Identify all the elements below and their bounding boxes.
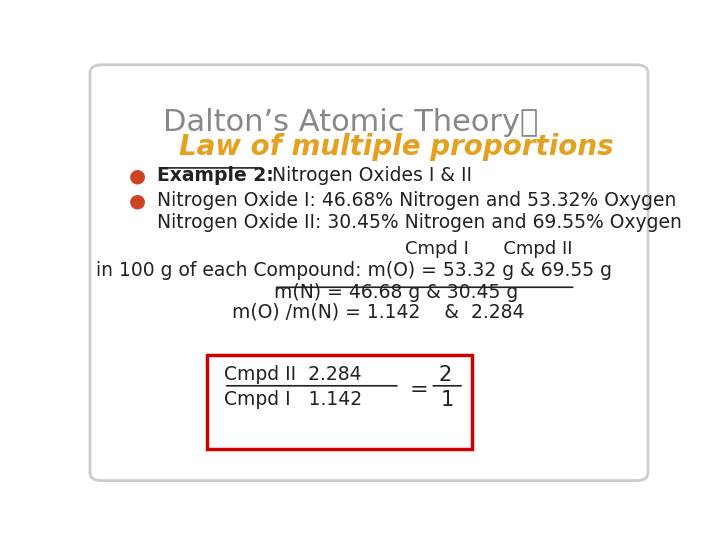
Text: 2: 2 [438,365,452,385]
Text: Example 2:: Example 2: [157,166,274,185]
Text: m(N) = 46.68 g & 30.45 g: m(N) = 46.68 g & 30.45 g [274,283,518,302]
Text: Law of multiple proportions: Law of multiple proportions [179,133,614,161]
Text: =: = [410,380,428,400]
Text: m(O) /m(N) = 1.142    &  2.284: m(O) /m(N) = 1.142 & 2.284 [233,302,525,322]
Text: Nitrogen Oxides I & II: Nitrogen Oxides I & II [260,166,472,185]
Text: Dalton’s Atomic Theory：: Dalton’s Atomic Theory： [163,109,538,138]
Text: ●: ● [129,167,146,186]
Text: Cmpd I   1.142: Cmpd I 1.142 [224,390,362,409]
FancyBboxPatch shape [90,65,648,481]
Text: Cmpd II  2.284: Cmpd II 2.284 [224,365,361,384]
Text: Cmpd I      Cmpd II: Cmpd I Cmpd II [405,240,573,258]
Text: Nitrogen Oxide I: 46.68% Nitrogen and 53.32% Oxygen: Nitrogen Oxide I: 46.68% Nitrogen and 53… [157,191,676,210]
Text: in 100 g of each Compound: m(O) = 53.32 g & 69.55 g: in 100 g of each Compound: m(O) = 53.32 … [96,261,611,280]
FancyBboxPatch shape [207,355,472,449]
Text: ●: ● [129,192,146,211]
Text: 1: 1 [441,390,454,410]
Text: Nitrogen Oxide II: 30.45% Nitrogen and 69.55% Oxygen: Nitrogen Oxide II: 30.45% Nitrogen and 6… [157,213,682,232]
